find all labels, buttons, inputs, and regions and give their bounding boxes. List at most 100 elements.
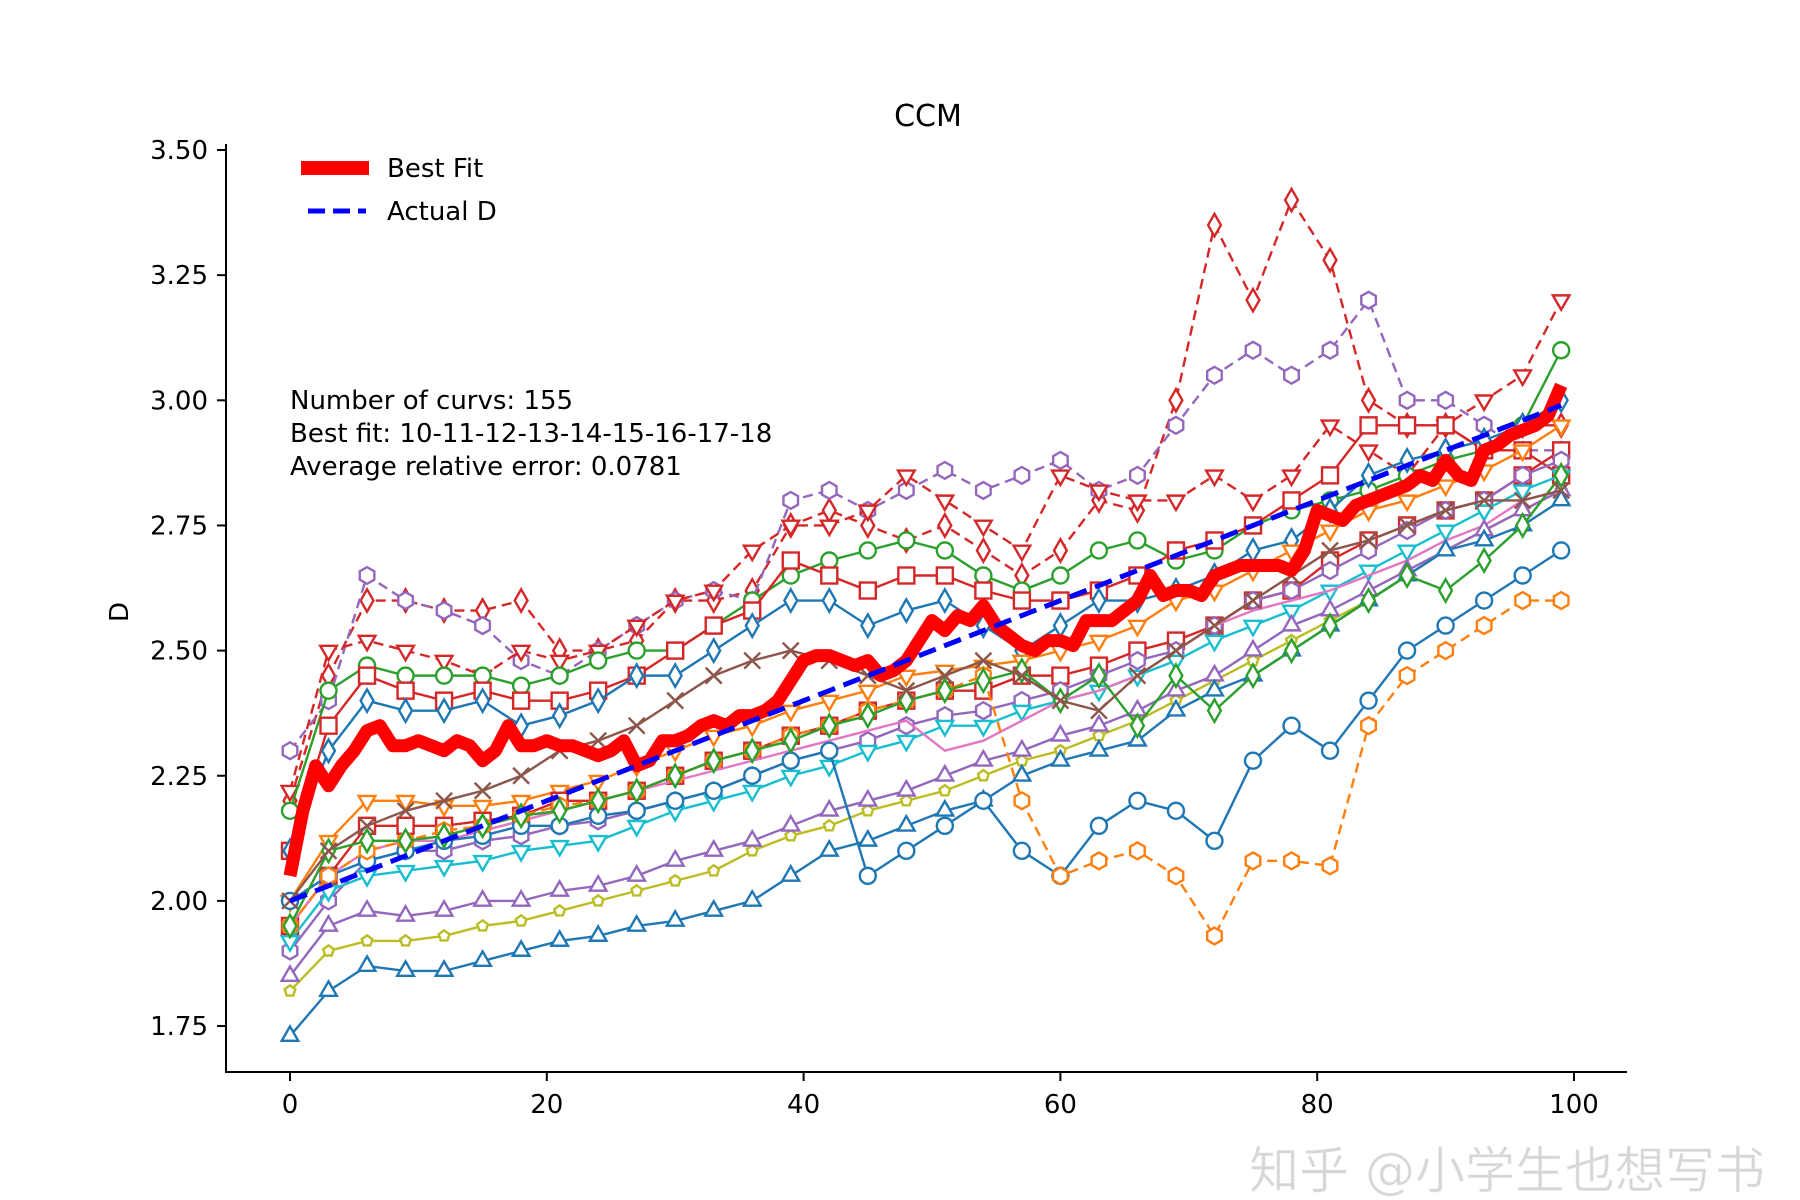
chart-title: CCM — [894, 99, 962, 134]
data-point-triangle-down — [549, 839, 571, 858]
data-point-hexagon — [936, 460, 954, 481]
data-point-triangle-down — [356, 634, 378, 653]
data-point-diamond — [975, 536, 992, 565]
data-point-circle — [974, 566, 993, 585]
data-point-hexagon — [782, 490, 800, 511]
data-point-x — [1013, 666, 1031, 685]
data-point-circle — [743, 766, 762, 785]
data-point-triangle-up — [1435, 538, 1456, 557]
data-point-circle — [935, 816, 955, 836]
data-point-diamond — [282, 912, 298, 940]
data-point-triangle-up — [934, 798, 956, 817]
data-point-hexagon — [1244, 851, 1262, 871]
data-point-triangle-down — [818, 519, 840, 538]
curve-line — [289, 489, 1562, 992]
data-point-diamond — [1245, 662, 1261, 690]
data-point-diamond — [590, 787, 606, 815]
curve-series — [283, 483, 1568, 997]
data-point-circle — [1205, 831, 1224, 851]
data-point-diamond — [860, 511, 876, 540]
data-point-diamond — [436, 697, 452, 725]
data-point-x — [589, 731, 608, 750]
data-point-diamond — [937, 677, 953, 705]
data-point-x — [1475, 491, 1493, 510]
data-point-diamond — [705, 636, 722, 665]
data-point-triangle-down — [1396, 494, 1418, 513]
data-point-triangle-up — [1281, 613, 1302, 632]
data-point-triangle-down — [318, 644, 339, 663]
curve-line — [288, 399, 1562, 852]
data-point-hexagon — [1283, 580, 1300, 601]
data-point-diamond — [1283, 636, 1300, 665]
data-point-triangle-up — [857, 828, 879, 847]
x-ticks: 0 20 40 60 80 100 — [282, 1072, 1599, 1120]
data-point-circle — [781, 751, 800, 770]
x-tick-label: 80 — [1301, 1090, 1334, 1120]
x-tick-label: 20 — [530, 1090, 563, 1120]
curve-series — [281, 481, 1571, 910]
data-point-circle — [588, 651, 608, 670]
data-point-x — [396, 801, 415, 820]
data-point-circle — [1089, 541, 1109, 560]
y-ticks: 1.75 2.00 2.25 2.50 2.75 3.00 3.25 3.50 — [150, 136, 226, 1042]
data-point-x — [1321, 541, 1339, 560]
data-point-triangle-up — [279, 1024, 301, 1043]
data-point-circle — [974, 791, 993, 810]
data-point-diamond — [1245, 286, 1261, 314]
data-point-hexagon — [1167, 866, 1185, 886]
curve-line — [289, 489, 1562, 902]
data-point-x — [935, 666, 954, 685]
y-tick-label: 2.75 — [150, 511, 208, 541]
data-point-x — [1128, 666, 1147, 685]
data-point-circle — [1243, 751, 1263, 770]
data-point-diamond — [744, 611, 761, 640]
data-point-diamond — [1360, 586, 1377, 615]
data-point-diamond — [628, 662, 645, 690]
data-point-triangle-down — [664, 594, 686, 613]
data-point-diamond — [1245, 536, 1261, 565]
watermark: 知乎 @小学生也想写书 — [1249, 1142, 1765, 1200]
data-point-circle — [1513, 566, 1532, 585]
curve-series — [280, 541, 1571, 911]
x-tick-label: 40 — [787, 1090, 820, 1120]
data-point-triangle-down — [395, 644, 416, 663]
data-point-diamond — [1206, 697, 1223, 725]
data-point-circle — [511, 676, 531, 695]
data-point-triangle-up — [741, 888, 763, 907]
data-point-circle — [1436, 616, 1455, 635]
data-point-diamond — [860, 611, 876, 640]
data-point-circle — [1551, 341, 1571, 360]
curve-line — [288, 197, 1562, 802]
data-point-square — [396, 681, 415, 700]
data-point-hexagon — [358, 565, 376, 586]
annotation-avg-error: Average relative error: 0.0781 — [290, 452, 682, 482]
data-point-x — [1359, 531, 1378, 550]
data-point-triangle-down — [1319, 419, 1341, 438]
data-point-x — [1244, 591, 1262, 610]
data-point-hexagon — [1360, 715, 1378, 736]
data-point-pentagon — [475, 918, 490, 932]
data-point-pentagon — [938, 783, 952, 797]
data-point-triangle-up — [1050, 723, 1071, 742]
data-point-pentagon — [283, 983, 297, 997]
data-point-pentagon — [668, 873, 682, 887]
y-tick-label: 3.00 — [150, 386, 208, 416]
data-point-triangle-down — [1204, 634, 1225, 653]
data-point-hexagon — [1013, 790, 1031, 811]
data-point-hexagon — [435, 600, 453, 621]
data-point-triangle-down — [972, 519, 994, 538]
data-point-circle — [1551, 541, 1571, 560]
data-point-triangle-up — [510, 888, 532, 907]
data-point-triangle-down — [895, 669, 917, 688]
data-point-diamond — [1052, 611, 1069, 640]
y-tick-label: 1.75 — [150, 1012, 208, 1042]
data-point-square — [858, 581, 877, 600]
data-point-triangle-up — [1242, 638, 1264, 657]
data-point-triangle-down — [741, 544, 763, 563]
data-point-circle — [319, 681, 338, 700]
data-point-hexagon — [1167, 415, 1185, 436]
data-point-diamond — [937, 511, 953, 540]
data-point-hexagon — [281, 740, 299, 761]
data-point-diamond — [1052, 536, 1069, 565]
data-point-triangle-down — [895, 734, 917, 753]
